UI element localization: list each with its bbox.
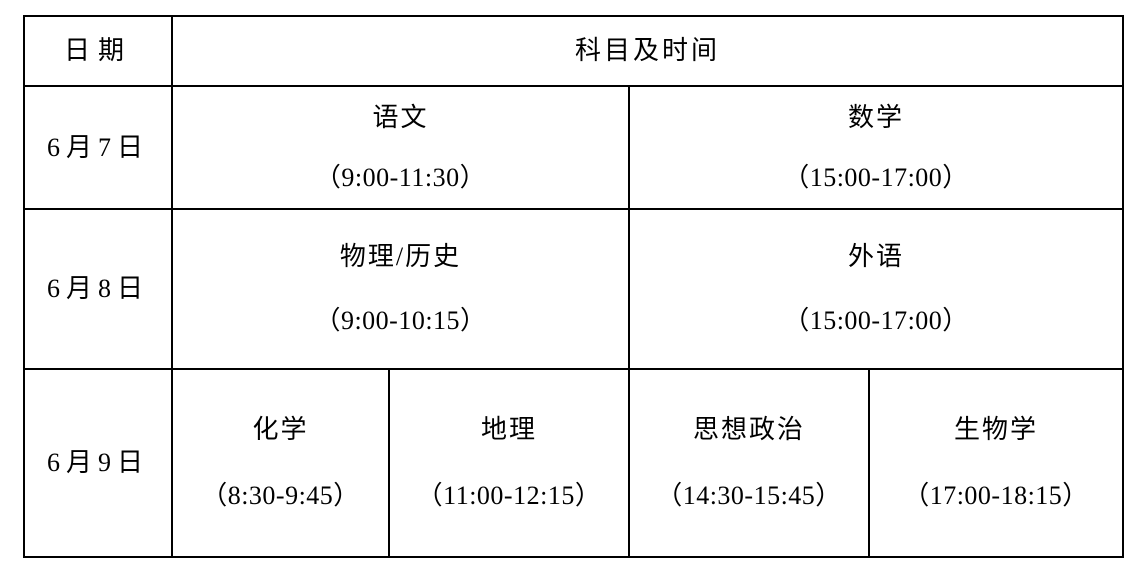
date-cell-june8: 6月8日 [23, 208, 173, 370]
session-cell-physics-history: 物理/历史 （9:00-10:15） [171, 208, 630, 370]
date-cell-june7: 6月7日 [23, 85, 173, 210]
session-time: （15:00-17:00） [783, 306, 969, 335]
session-cell-chemistry: 化学 （8:30-9:45） [171, 368, 390, 558]
session-subject: 外语 [848, 242, 905, 272]
session-subject: 语文 [372, 102, 429, 132]
session-time: （9:00-11:30） [314, 162, 487, 192]
session-cell-foreign-language: 外语 （15:00-17:00） [627, 208, 1125, 370]
session-subject: 思想政治 [692, 415, 805, 445]
session-time: （9:00-10:15） [314, 306, 487, 335]
exam-schedule-table: 日期 科目及时间 6月7日 语文 （9:00-11:30） 数学 （15:00-… [23, 15, 1125, 558]
session-cell-chinese: 语文 （9:00-11:30） [171, 85, 630, 210]
session-cell-geography: 地理 （11:00-12:15） [388, 368, 630, 558]
header-date-cell: 日期 [23, 15, 173, 87]
date-cell-june9: 6月9日 [23, 368, 173, 558]
session-cell-biology: 生物学 （17:00-18:15） [867, 368, 1125, 558]
header-subjects-cell: 科目及时间 [170, 15, 1125, 87]
session-subject: 物理/历史 [339, 242, 462, 272]
session-time: （14:30-15:45） [656, 481, 842, 510]
session-time: （11:00-12:15） [416, 481, 602, 510]
session-cell-math: 数学 （15:00-17:00） [627, 85, 1125, 210]
session-subject: 化学 [252, 415, 309, 445]
schedule-row-june8: 6月8日 物理/历史 （9:00-10:15） 外语 （15:00-17:00） [23, 208, 1125, 370]
schedule-row-june9: 6月9日 化学 （8:30-9:45） 地理 （11:00-12:15） 思想政… [23, 368, 1125, 558]
header-row: 日期 科目及时间 [23, 15, 1125, 87]
schedule-row-june7: 6月7日 语文 （9:00-11:30） 数学 （15:00-17:00） [23, 85, 1125, 210]
session-cell-politics: 思想政治 （14:30-15:45） [628, 368, 870, 558]
session-subject: 数学 [848, 102, 905, 132]
session-subject: 地理 [480, 415, 537, 445]
session-time: （8:30-9:45） [201, 481, 360, 510]
session-subject: 生物学 [954, 415, 1039, 445]
session-time: （17:00-18:15） [903, 481, 1089, 510]
session-time: （15:00-17:00） [783, 162, 969, 192]
